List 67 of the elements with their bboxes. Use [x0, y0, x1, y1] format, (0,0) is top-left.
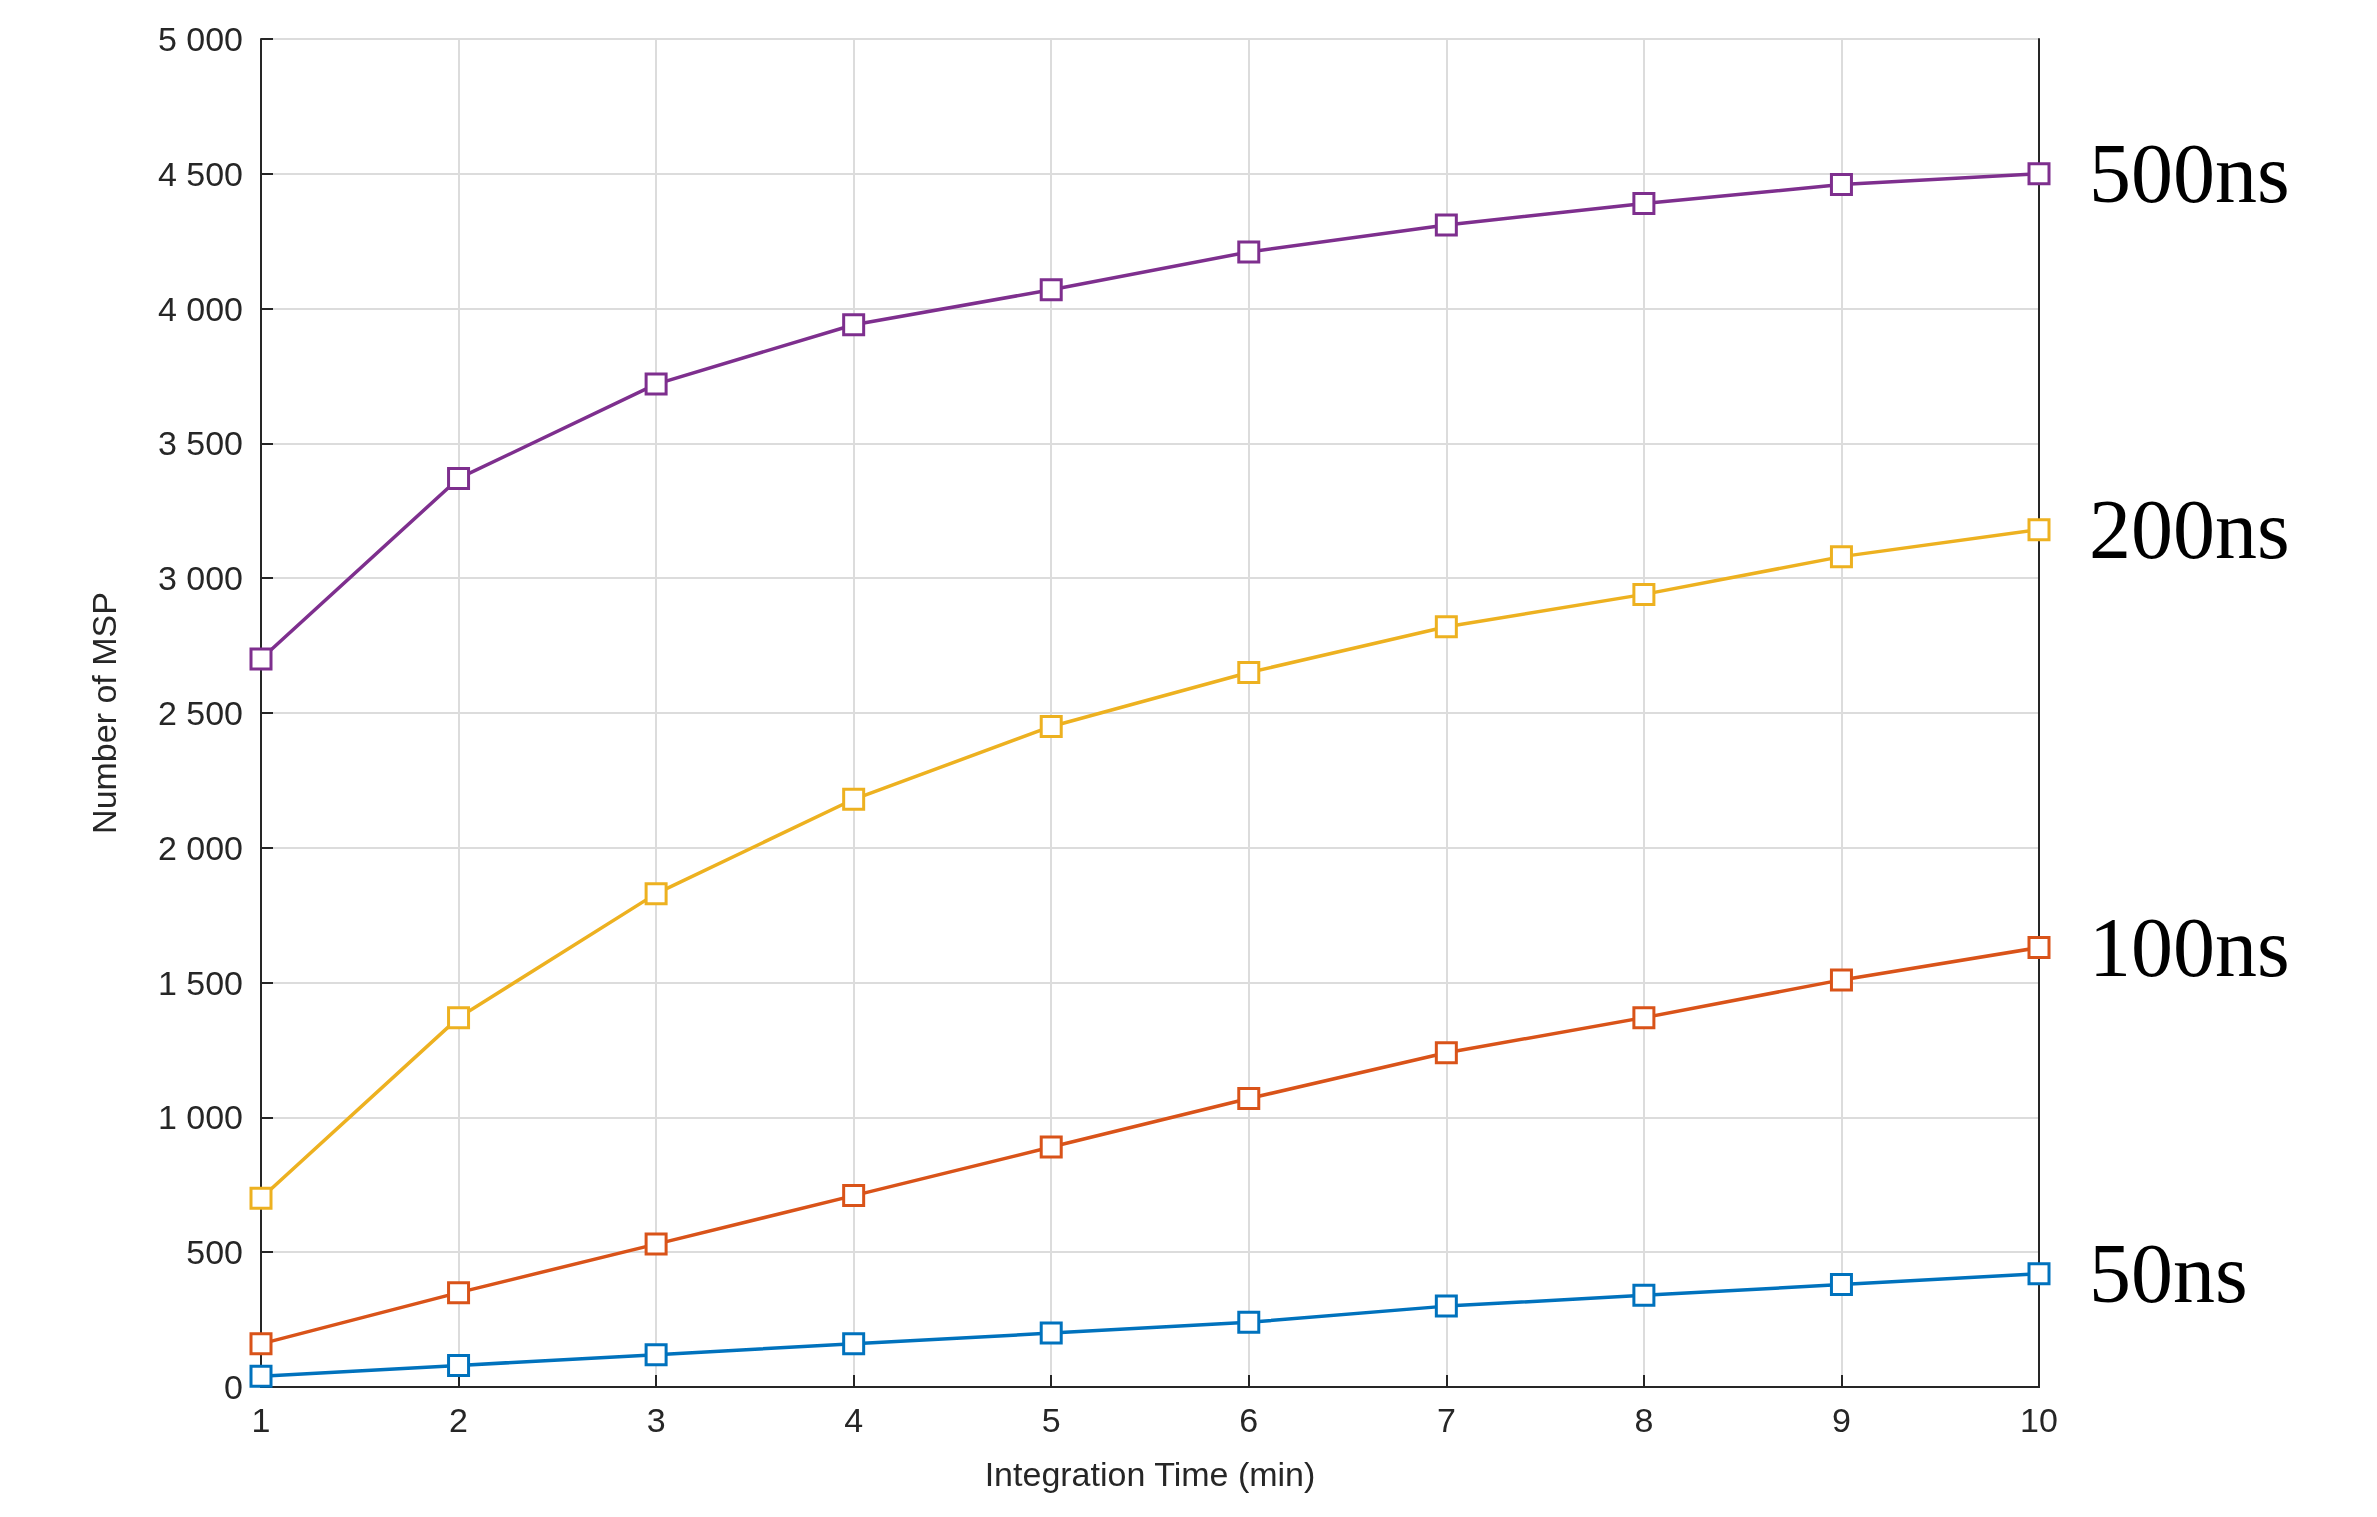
- point: [447, 1353, 471, 1377]
- point: [1829, 545, 1853, 569]
- point: [1434, 1041, 1458, 1065]
- point: [644, 882, 668, 906]
- point: [249, 647, 273, 671]
- point: [447, 1006, 471, 1030]
- series-label: 500ns: [2089, 127, 2290, 221]
- y-tick-label: 3 500: [157, 424, 243, 463]
- y-tick-label: 3 000: [157, 559, 243, 598]
- point: [1829, 968, 1853, 992]
- y-tick-label: 0: [224, 1368, 243, 1406]
- point: [842, 313, 866, 337]
- point: [1632, 582, 1656, 606]
- x-tick-label: 9: [1831, 1401, 1851, 1439]
- y-axis-title: Number of MSP: [85, 592, 123, 834]
- y-tick-label: 1 000: [157, 1098, 243, 1137]
- point: [2027, 518, 2051, 542]
- y-tick-label: 500: [186, 1233, 243, 1272]
- point: [842, 1332, 866, 1356]
- point: [644, 1343, 668, 1367]
- point: [1237, 240, 1261, 264]
- y-tick-label: 1 500: [157, 963, 243, 1002]
- point: [1632, 191, 1656, 215]
- point: [447, 1281, 471, 1305]
- point: [1039, 1135, 1063, 1159]
- y-tick-label: 2 500: [157, 694, 243, 732]
- point: [1829, 1273, 1853, 1297]
- point: [249, 1186, 273, 1210]
- point: [842, 787, 866, 811]
- point: [842, 1184, 866, 1208]
- point: [2027, 1262, 2051, 1286]
- point: [1434, 1294, 1458, 1318]
- x-tick-label: 5: [1041, 1401, 1061, 1439]
- point: [2027, 936, 2051, 960]
- x-tick-label: 2: [449, 1401, 469, 1439]
- point: [1039, 278, 1063, 302]
- y-tick-label: 2 000: [157, 828, 243, 867]
- y-tick-label: 4 500: [157, 154, 243, 193]
- y-tick-label: 5 000: [157, 20, 243, 58]
- point: [249, 1364, 273, 1388]
- point: [1237, 1087, 1261, 1111]
- point: [1632, 1006, 1656, 1030]
- point: [447, 466, 471, 490]
- x-tick-label: 10: [2020, 1401, 2058, 1439]
- point: [1434, 213, 1458, 237]
- point: [1237, 1310, 1261, 1334]
- x-axis-title: Integration Time (min): [984, 1455, 1316, 1493]
- x-tick-label: 3: [646, 1401, 666, 1439]
- point: [2027, 162, 2051, 186]
- series-label: 100ns: [2089, 901, 2290, 995]
- series-label: 50ns: [2089, 1227, 2248, 1321]
- x-tick-label: 6: [1239, 1401, 1259, 1439]
- x-tick-label: 4: [844, 1401, 864, 1439]
- point: [1632, 1283, 1656, 1307]
- y-tick-label: 4 000: [157, 289, 243, 328]
- point: [644, 1232, 668, 1256]
- point: [644, 372, 668, 396]
- point: [1829, 173, 1853, 197]
- point: [1434, 615, 1458, 639]
- point: [1237, 661, 1261, 685]
- point: [249, 1332, 273, 1356]
- x-tick-label: 8: [1634, 1401, 1654, 1439]
- series-label: 200ns: [2089, 483, 2290, 577]
- x-tick-label: 1: [251, 1401, 271, 1439]
- point: [1039, 1321, 1063, 1345]
- x-tick-label: 7: [1436, 1401, 1456, 1439]
- point: [1039, 714, 1063, 738]
